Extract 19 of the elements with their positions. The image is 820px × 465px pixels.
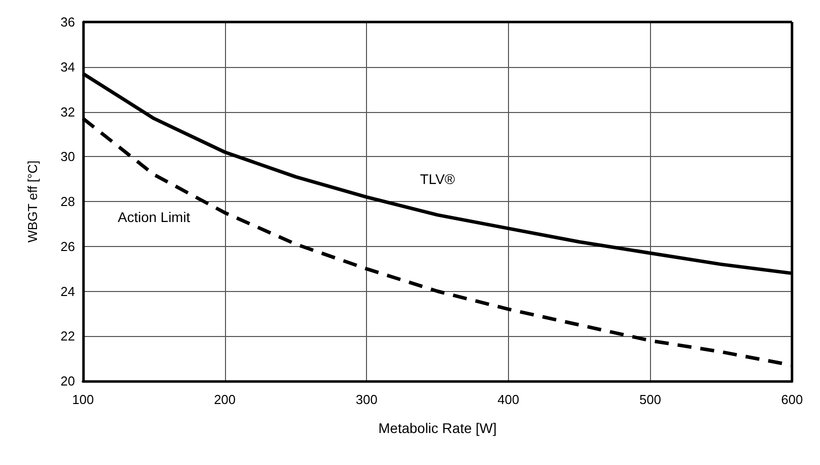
y-tick-label: 26 (60, 238, 75, 254)
y-tick-label: 20 (60, 374, 75, 388)
y-tick-label: 34 (60, 59, 75, 74)
y-tick-label: 24 (60, 284, 75, 299)
y-tick-label: 22 (60, 328, 75, 344)
series-label: Action Limit (118, 209, 190, 226)
y-tick-label: 28 (60, 194, 75, 209)
x-tick-label: 600 (781, 392, 803, 407)
y-tick-label: 36 (60, 14, 75, 30)
series-label: TLV® (420, 171, 456, 188)
x-axis-title: Metabolic Rate [W] (378, 420, 497, 436)
x-tick-label: 400 (498, 392, 520, 407)
y-tick-label: 32 (60, 104, 75, 120)
x-tick-label: 200 (214, 392, 236, 407)
y-axis-title: WBGT eff [°C] (25, 160, 40, 243)
x-tick-label: 100 (72, 392, 94, 407)
x-tick-label: 500 (639, 392, 662, 407)
x-tick-label: 300 (356, 392, 378, 407)
y-tick-label: 30 (60, 149, 75, 164)
